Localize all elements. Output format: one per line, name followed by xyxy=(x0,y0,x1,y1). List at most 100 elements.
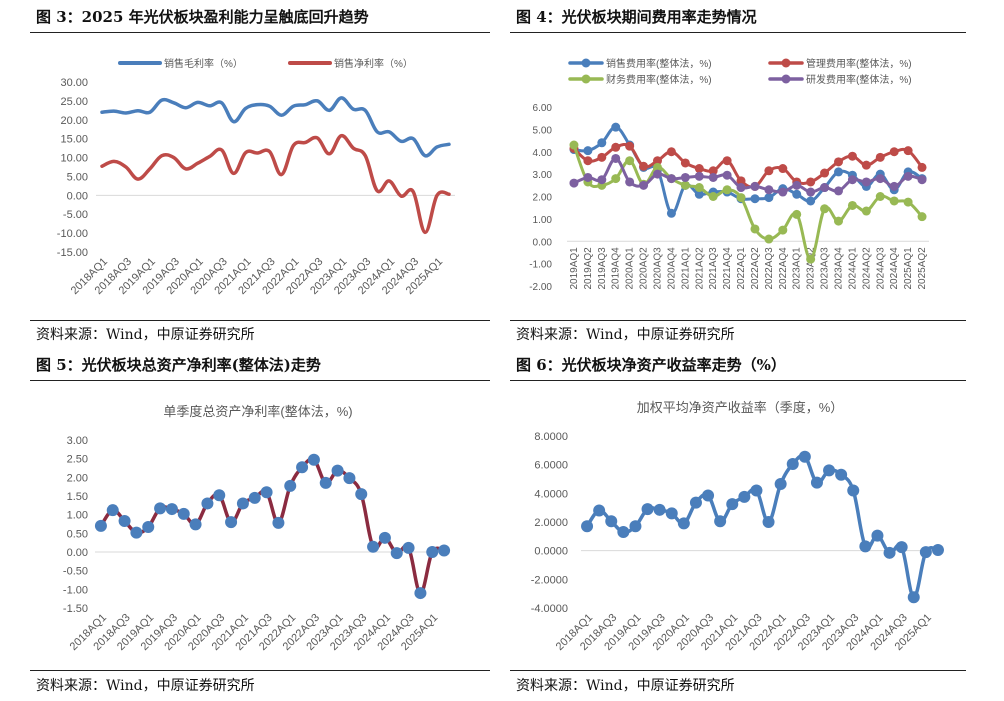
series-line-1 xyxy=(100,133,451,235)
data-point xyxy=(94,519,107,532)
data-point xyxy=(861,160,871,170)
data-point xyxy=(583,146,593,156)
data-point xyxy=(708,192,718,201)
figure-3-source: 资料来源：Wind，中原证券研究所 xyxy=(36,327,255,343)
series-line-0 xyxy=(572,125,924,215)
legend-marker xyxy=(781,58,791,68)
data-point xyxy=(680,172,690,182)
divider xyxy=(30,380,490,381)
data-point xyxy=(859,540,872,553)
data-point xyxy=(806,177,816,187)
data-point xyxy=(847,151,857,161)
y-tick-label: 2.0000 xyxy=(534,517,568,529)
x-tick-label: 2019AQ3 xyxy=(597,247,608,290)
legend-label: 销售净利率（%） xyxy=(334,57,413,70)
data-point xyxy=(903,171,913,181)
data-point xyxy=(764,193,774,203)
data-point xyxy=(605,515,618,528)
data-point xyxy=(689,496,702,509)
data-point xyxy=(931,543,944,556)
y-tick-label: 5.00 xyxy=(67,171,88,183)
divider xyxy=(510,32,966,33)
legend-item: 管理费用率(整体法，%) xyxy=(768,57,912,70)
data-point xyxy=(834,157,843,167)
x-tick-label: 2024AQ3 xyxy=(875,247,886,290)
y-tick-label: 3.00 xyxy=(67,435,88,447)
x-tick-label: 2021AQ1 xyxy=(680,247,691,290)
data-point xyxy=(611,153,621,163)
data-point xyxy=(367,540,380,553)
x-tick-label: 2020AQ4 xyxy=(666,247,677,290)
data-point xyxy=(343,472,356,485)
data-point xyxy=(272,516,285,529)
legend-marker xyxy=(581,58,591,68)
y-tick-label: 0.50 xyxy=(67,528,88,540)
x-tick-label: 2023AQ2 xyxy=(806,247,817,290)
data-point xyxy=(106,504,119,517)
data-point xyxy=(426,546,439,558)
data-point xyxy=(750,484,763,497)
y-tick-label: 0.0000 xyxy=(534,546,568,558)
legend-item: 销售净利率（%） xyxy=(288,57,413,70)
data-point xyxy=(653,169,662,179)
data-point xyxy=(798,450,811,463)
data-point xyxy=(708,166,718,176)
chart-5: 3.00 2.50 2.00 1.50 1.00 0.50 0.00 -0.50 -1.00 -1… xyxy=(63,404,451,653)
data-point xyxy=(569,140,579,150)
data-point xyxy=(666,147,676,157)
data-point xyxy=(875,152,885,162)
data-point xyxy=(786,457,799,470)
data-point xyxy=(201,497,214,510)
data-point xyxy=(665,507,678,520)
x-tick-label: 2024AQ2 xyxy=(861,247,872,290)
y-tick-label: 0.00 xyxy=(533,237,553,248)
y-tick-label: -4.0000 xyxy=(531,603,568,615)
data-point xyxy=(611,122,621,132)
data-point xyxy=(213,489,226,502)
legend-label: 销售毛利率（%） xyxy=(164,57,243,70)
y-tick-label: -1.00 xyxy=(529,260,552,271)
legend-label: 研发费用率(整体法，%) xyxy=(806,73,912,86)
data-point xyxy=(778,187,788,197)
data-point xyxy=(248,491,261,504)
divider xyxy=(510,320,966,321)
figure-6-title: 图 6：光伏板块净资产收益率走势（%） xyxy=(516,356,786,374)
divider xyxy=(510,670,966,671)
legend-marker xyxy=(581,74,591,84)
data-point xyxy=(597,175,607,185)
data-point xyxy=(762,516,775,528)
data-point xyxy=(917,212,927,222)
legend-label: 销售费用率(整体法，%) xyxy=(606,57,712,70)
data-point xyxy=(847,175,857,185)
data-point xyxy=(165,503,178,516)
data-point xyxy=(130,526,143,539)
x-tick-label: 2023AQ3 xyxy=(820,247,831,290)
legend-label: 管理费用率(整体法，%) xyxy=(806,57,912,70)
data-point xyxy=(750,181,760,191)
data-point xyxy=(895,541,908,554)
y-tick-label: -1.50 xyxy=(63,603,88,615)
x-tick-label: 2021AQ4 xyxy=(722,247,733,290)
data-point xyxy=(583,156,593,166)
divider xyxy=(30,32,490,33)
y-tick-label: -15.00 xyxy=(57,247,88,259)
y-tick-label: -1.00 xyxy=(63,584,88,596)
y-tick-label: 2.00 xyxy=(67,472,88,484)
data-point xyxy=(792,189,802,199)
data-point xyxy=(835,468,848,481)
data-point xyxy=(593,504,606,517)
data-point xyxy=(319,476,332,489)
data-point xyxy=(736,193,746,203)
data-point xyxy=(597,138,607,148)
y-tick-label: 6.0000 xyxy=(534,460,568,472)
data-point xyxy=(903,197,913,207)
figure-4-title: 图 4：光伏板块期间费用率走势情况 xyxy=(516,8,757,26)
legend-item: 财务费用率(整体法，%) xyxy=(568,73,712,86)
data-point xyxy=(820,204,830,214)
data-point xyxy=(806,196,816,206)
data-point xyxy=(774,478,787,491)
y-tick-label: 0.00 xyxy=(67,190,88,202)
data-point xyxy=(639,180,649,190)
